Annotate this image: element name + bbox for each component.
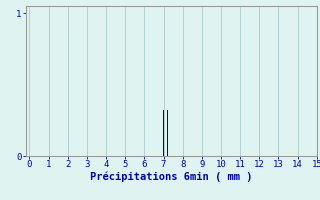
Bar <box>163 110 164 156</box>
Bar <box>167 110 168 156</box>
X-axis label: Précipitations 6min ( mm ): Précipitations 6min ( mm ) <box>90 172 252 182</box>
